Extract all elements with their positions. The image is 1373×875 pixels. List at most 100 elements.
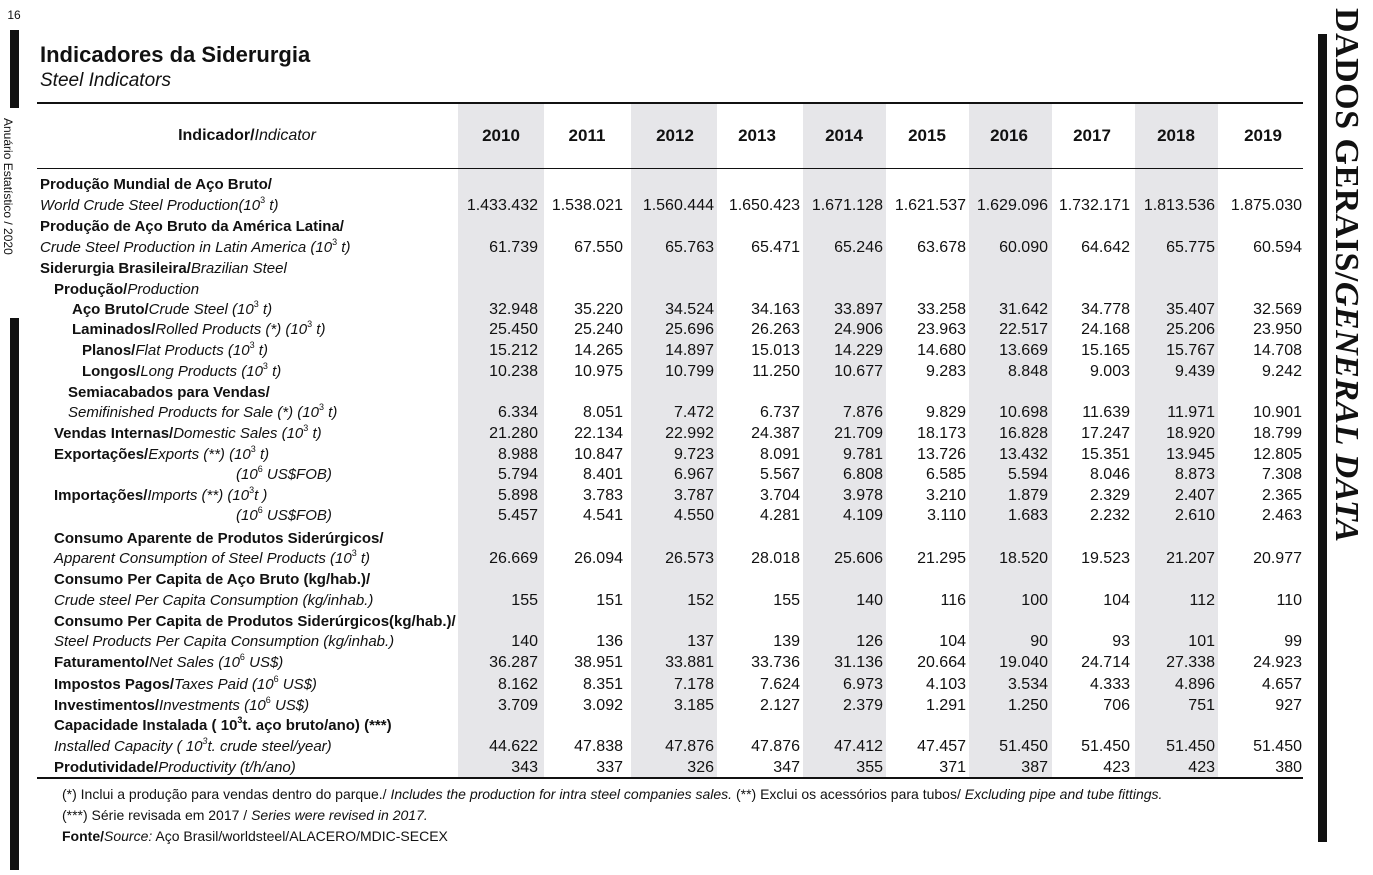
- table-cell: 24.923: [1253, 654, 1302, 671]
- table-cell: 8.873: [1174, 466, 1215, 483]
- year-header-2019: 2019: [1244, 126, 1282, 145]
- row-label: Consumo Per Capita de Aço Bruto (kg/hab.…: [54, 571, 371, 588]
- table-cell: 47.876: [665, 738, 714, 755]
- table-cell: 18.173: [917, 425, 966, 442]
- row-label: Consumo Per Capita de Produtos Siderúrgi…: [54, 613, 456, 630]
- table-cell: 3.978: [842, 487, 883, 504]
- table-cell: 10.901: [1253, 404, 1302, 421]
- table-cell: 63.678: [917, 239, 966, 256]
- table-cell: 9.283: [925, 363, 966, 380]
- table-cell: 32.569: [1253, 301, 1302, 318]
- table-cell: 1.291: [925, 697, 966, 714]
- table-cell: 1.621.537: [894, 197, 966, 214]
- table-cell: 4.541: [582, 507, 623, 524]
- table-cell: 355: [856, 759, 883, 776]
- table-cell: 26.094: [574, 550, 623, 567]
- table-cell: 51.450: [999, 738, 1048, 755]
- table-cell: 2.610: [1174, 507, 1215, 524]
- year-header-2014: 2014: [825, 126, 863, 145]
- row-label: Exportações/Exports (**) (103 t): [54, 444, 270, 464]
- table-cell: 65.246: [834, 239, 883, 256]
- table-cell: 14.708: [1253, 342, 1302, 359]
- table-cell: 11.639: [1082, 404, 1130, 421]
- table-cell: 24.387: [751, 425, 800, 442]
- table-cell: 20.664: [917, 654, 966, 671]
- table-cell: 9.003: [1089, 363, 1130, 380]
- table-cell: 2.365: [1261, 487, 1302, 504]
- table-bottom-rule: [37, 777, 1303, 779]
- table-cell: 9.781: [842, 446, 883, 463]
- table-cell: 10.698: [999, 404, 1048, 421]
- left-margin-bar-top: [10, 30, 19, 108]
- table-cell: 25.206: [1166, 321, 1215, 338]
- right-margin-bar: [1318, 34, 1327, 842]
- row-label: Apparent Consumption of Steel Products (…: [54, 548, 371, 568]
- table-cell: 27.338: [1166, 654, 1215, 671]
- table-cell: 21.709: [834, 425, 883, 442]
- table-cell: 2.407: [1174, 487, 1215, 504]
- table-cell: 17.247: [1081, 425, 1130, 442]
- table-cell: 10.677: [834, 363, 883, 380]
- table-cell: 7.624: [759, 676, 800, 693]
- table-cell: 47.457: [917, 738, 966, 755]
- year-header-2017: 2017: [1073, 126, 1111, 145]
- table-cell: 14.265: [574, 342, 623, 359]
- table-cell: 13.432: [999, 446, 1048, 463]
- table-cell: 5.567: [759, 466, 800, 483]
- table-cell: 4.657: [1261, 676, 1302, 693]
- table-cell: 423: [1188, 759, 1215, 776]
- table-cell: 21.280: [489, 425, 538, 442]
- row-label: Semiacabados para Vendas/: [68, 384, 270, 401]
- row-label: Crude Steel Production in Latin America …: [40, 237, 351, 257]
- table-cell: 51.450: [1166, 738, 1215, 755]
- table-cell: 3.787: [673, 487, 714, 504]
- table-cell: 6.967: [673, 466, 714, 483]
- year-header-2018: 2018: [1157, 126, 1195, 145]
- table-cell: 155: [511, 592, 538, 609]
- table-cell: 28.018: [751, 550, 800, 567]
- table-cell: 22.517: [999, 321, 1048, 338]
- row-label: Installed Capacity ( 103t. crude steel/y…: [54, 736, 332, 756]
- table-cell: 21.295: [917, 550, 966, 567]
- page-title: Indicadores da Siderurgia: [40, 42, 311, 67]
- table-cell: 3.783: [582, 487, 623, 504]
- table-cell: 11.250: [752, 363, 800, 380]
- table-cell: 2.232: [1089, 507, 1130, 524]
- table-cell: 136: [596, 633, 623, 650]
- table-cell: 32.948: [489, 301, 538, 318]
- table-cell: 60.090: [999, 239, 1048, 256]
- shade-col-2014: [803, 104, 886, 778]
- table-cell: 10.975: [574, 363, 623, 380]
- row-label: Longos/Long Products (103 t): [82, 361, 282, 381]
- table-cell: 13.669: [999, 342, 1048, 359]
- table-cell: 14.897: [665, 342, 714, 359]
- table-cell: 16.828: [999, 425, 1048, 442]
- table-cell: 152: [687, 592, 714, 609]
- table-cell: 8.091: [759, 446, 800, 463]
- year-header-2010: 2010: [482, 126, 520, 145]
- table-cell: 423: [1103, 759, 1130, 776]
- table-cell: 15.013: [751, 342, 800, 359]
- table-cell: 19.040: [999, 654, 1048, 671]
- table-cell: 3.185: [673, 697, 714, 714]
- table-cell: 34.778: [1081, 301, 1130, 318]
- table-cell: 14.680: [917, 342, 966, 359]
- table-cell: 26.573: [665, 550, 714, 567]
- shade-col-2012: [631, 104, 717, 778]
- table-cell: 22.992: [665, 425, 714, 442]
- table-cell: 4.281: [759, 507, 800, 524]
- page-subtitle: Steel Indicators: [40, 70, 171, 91]
- table-cell: 64.642: [1081, 239, 1130, 256]
- table-cell: 21.207: [1166, 550, 1215, 567]
- year-header-2015: 2015: [908, 126, 946, 145]
- year-header-2013: 2013: [738, 126, 776, 145]
- row-label: Produção Mundial de Aço Bruto/: [40, 176, 272, 193]
- table-cell: 36.287: [489, 654, 538, 671]
- table-cell: 8.848: [1007, 363, 1048, 380]
- section-tab: DADOS GERAIS/GENERAL DATA: [1328, 8, 1365, 543]
- table-cell: 2.329: [1089, 487, 1130, 504]
- row-label: Faturamento/Net Sales (106 US$): [54, 652, 284, 672]
- table-cell: 8.051: [582, 404, 623, 421]
- table-cell: 7.308: [1261, 466, 1302, 483]
- table-cell: 140: [511, 633, 538, 650]
